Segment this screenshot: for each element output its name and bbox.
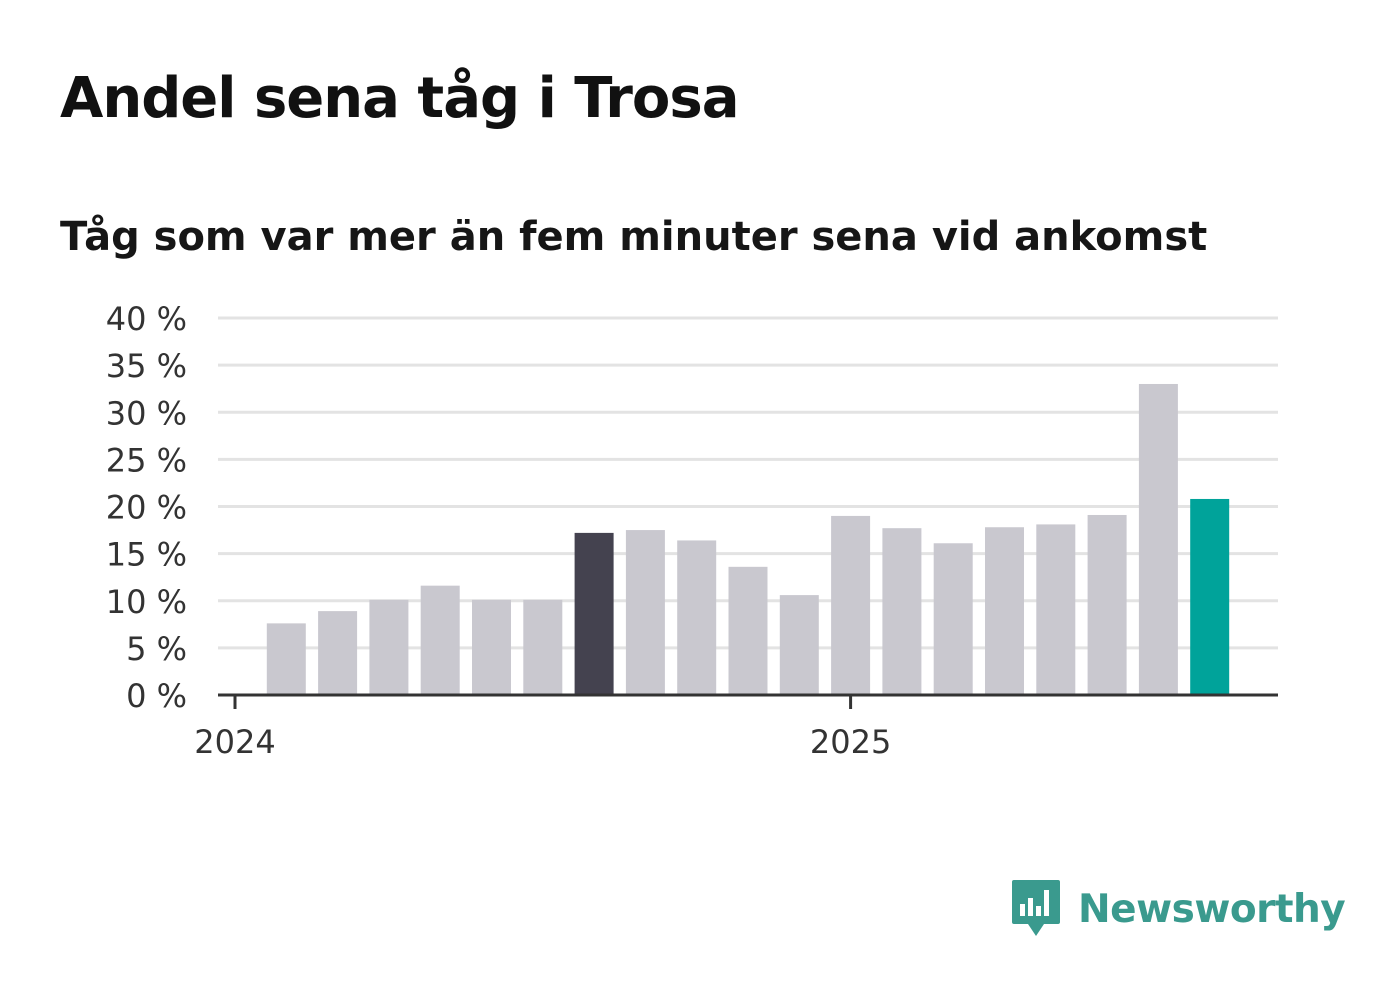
y-axis-tick-labels: 0 % 5 % 10 % 15 % 20 % 25 % 30 % 35 % 40 % — [106, 300, 187, 715]
bar — [1087, 514, 1127, 695]
y-tick-label: 25 % — [106, 441, 187, 479]
y-tick-label: 35 % — [106, 347, 187, 385]
bar — [882, 528, 922, 695]
bar — [677, 540, 717, 695]
bar — [318, 611, 358, 695]
bar — [574, 532, 614, 695]
y-tick-label: 40 % — [106, 300, 187, 338]
newsworthy-logo: Newsworthy — [1010, 878, 1346, 940]
bar — [1190, 498, 1230, 695]
bar — [985, 527, 1024, 695]
bar — [420, 585, 460, 695]
bar — [369, 599, 409, 695]
y-tick-label: 15 % — [106, 536, 187, 574]
bar — [728, 566, 768, 695]
x-tick-label: 2024 — [194, 723, 275, 761]
brand-name: Newsworthy — [1078, 886, 1346, 932]
chart-subtitle: Tåg som var mer än fem minuter sena vid … — [60, 214, 1208, 260]
bar — [523, 599, 563, 695]
bar — [933, 543, 973, 695]
y-tick-label: 20 % — [106, 489, 187, 527]
bar — [266, 623, 306, 695]
y-tick-label: 30 % — [106, 394, 187, 432]
x-tick-label: 2025 — [810, 723, 891, 761]
bar — [1138, 383, 1178, 695]
bar — [472, 599, 511, 695]
bar — [779, 595, 819, 695]
y-tick-label: 10 % — [106, 583, 187, 621]
y-tick-label: 5 % — [126, 630, 187, 668]
bar — [831, 515, 871, 695]
chart-title: Andel sena tåg i Trosa — [60, 66, 740, 131]
bar — [625, 530, 665, 695]
x-axis: 2024 2025 — [194, 693, 1278, 761]
y-tick-label: 0 % — [126, 677, 187, 715]
bar-chart-speech-bubble-icon — [1012, 880, 1060, 936]
bar — [1036, 524, 1076, 695]
gridlines — [218, 316, 1278, 650]
bars — [266, 383, 1230, 695]
